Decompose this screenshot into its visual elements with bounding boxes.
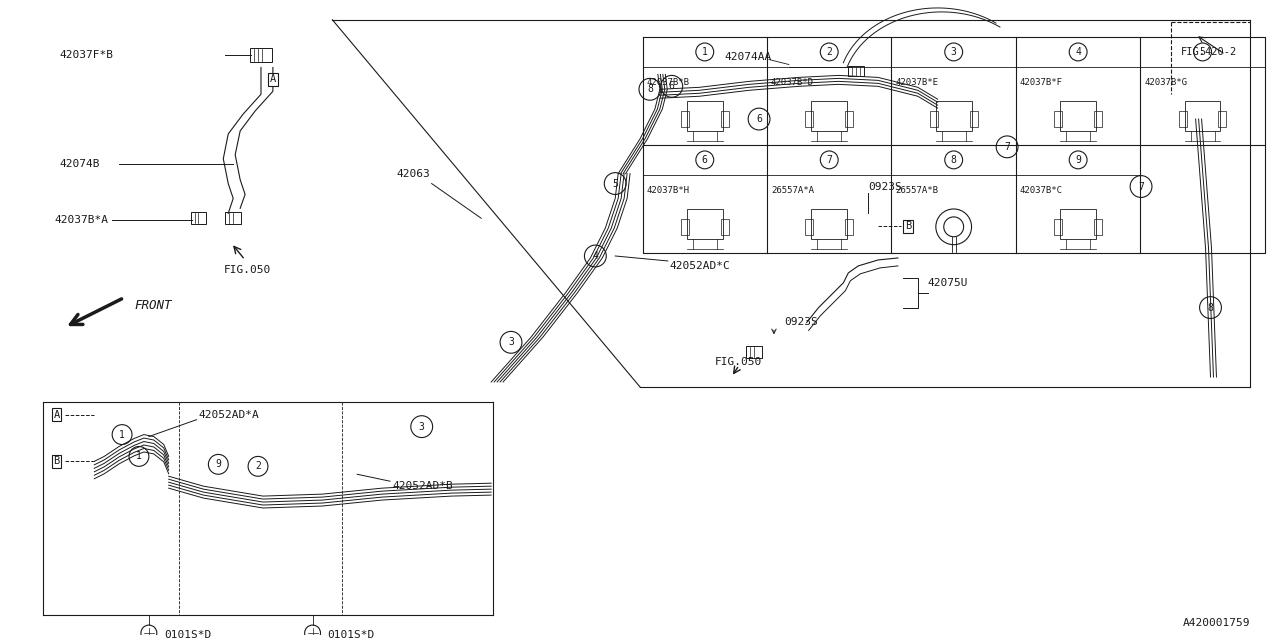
Bar [687,209,723,239]
Text: 4: 4 [593,251,598,261]
Text: 0923S: 0923S [783,317,818,328]
Text: FIG.050: FIG.050 [223,265,270,275]
Bar [687,101,723,131]
Text: B: B [54,456,60,467]
Bar [929,111,938,127]
Text: 5: 5 [612,179,618,189]
Text: 42037B*E: 42037B*E [896,77,938,86]
Bar [845,111,852,127]
Text: 9: 9 [215,460,221,469]
Text: 42074B: 42074B [60,159,100,169]
Bar [721,219,728,235]
Text: 42037B*F: 42037B*F [1020,77,1062,86]
Text: A: A [270,74,276,84]
Bar [812,209,847,239]
Text: 42075U: 42075U [928,278,968,288]
Bar [936,101,972,131]
Bar [1094,219,1102,235]
Text: 2: 2 [255,461,261,471]
Text: 8: 8 [646,84,653,94]
Bar [845,219,852,235]
Text: 42037B*G: 42037B*G [1144,77,1188,86]
Bar [812,101,847,131]
Text: FRONT: FRONT [134,299,172,312]
Text: 42037B*B: 42037B*B [646,77,690,86]
Text: 1: 1 [119,429,125,440]
Bar [805,219,813,235]
Text: 7: 7 [1005,142,1010,152]
Bar [1219,111,1226,127]
Bar [1185,101,1220,131]
Bar [1055,219,1062,235]
Bar [1179,111,1187,127]
Text: 7: 7 [827,155,832,165]
Text: 3: 3 [508,337,515,348]
Text: 42052AD*B: 42052AD*B [392,481,453,491]
Text: 8: 8 [951,155,956,165]
Bar [849,67,864,76]
Bar [191,212,206,224]
Text: 5: 5 [1199,47,1206,57]
Text: 42074AA: 42074AA [724,52,772,61]
Text: FIG.050: FIG.050 [714,357,762,367]
Text: 3: 3 [951,47,956,57]
Text: 6: 6 [756,114,762,124]
Bar [1055,111,1062,127]
Text: 0101S*D: 0101S*D [164,630,211,640]
Text: 42037F*B: 42037F*B [60,49,114,60]
Text: 3: 3 [419,422,425,431]
Text: 1: 1 [701,47,708,57]
Text: 6: 6 [669,81,675,92]
Text: FIG.420-2: FIG.420-2 [1180,47,1236,56]
Bar [1094,111,1102,127]
Bar [805,111,813,127]
Text: 4: 4 [1075,47,1082,57]
Text: 42052AD*A: 42052AD*A [198,410,260,420]
Text: 9: 9 [1075,155,1082,165]
Bar [721,111,728,127]
Bar [1060,209,1096,239]
Text: A: A [54,410,60,420]
Text: 26557A*A: 26557A*A [771,186,814,195]
Bar [225,212,241,224]
Bar [1060,101,1096,131]
Text: 7: 7 [1138,182,1144,191]
Text: 42063: 42063 [397,168,430,179]
Text: 0101S*D: 0101S*D [328,630,375,640]
Text: 26557A*B: 26557A*B [896,186,938,195]
Bar [681,219,689,235]
Text: 0923S: 0923S [868,182,902,191]
Text: 6: 6 [701,155,708,165]
Text: B: B [905,221,911,231]
Bar [746,346,762,358]
Text: 42037B*A: 42037B*A [55,215,109,225]
Text: 42037B*D: 42037B*D [771,77,814,86]
Bar [250,47,271,61]
Text: 42052AD*C: 42052AD*C [669,261,731,271]
Bar [969,111,978,127]
Text: 2: 2 [827,47,832,57]
Text: A420001759: A420001759 [1183,618,1251,628]
Text: 1: 1 [136,451,142,461]
Text: 42037B*H: 42037B*H [646,186,690,195]
Text: 8: 8 [1207,303,1213,312]
Text: 42037B*C: 42037B*C [1020,186,1062,195]
Bar [681,111,689,127]
